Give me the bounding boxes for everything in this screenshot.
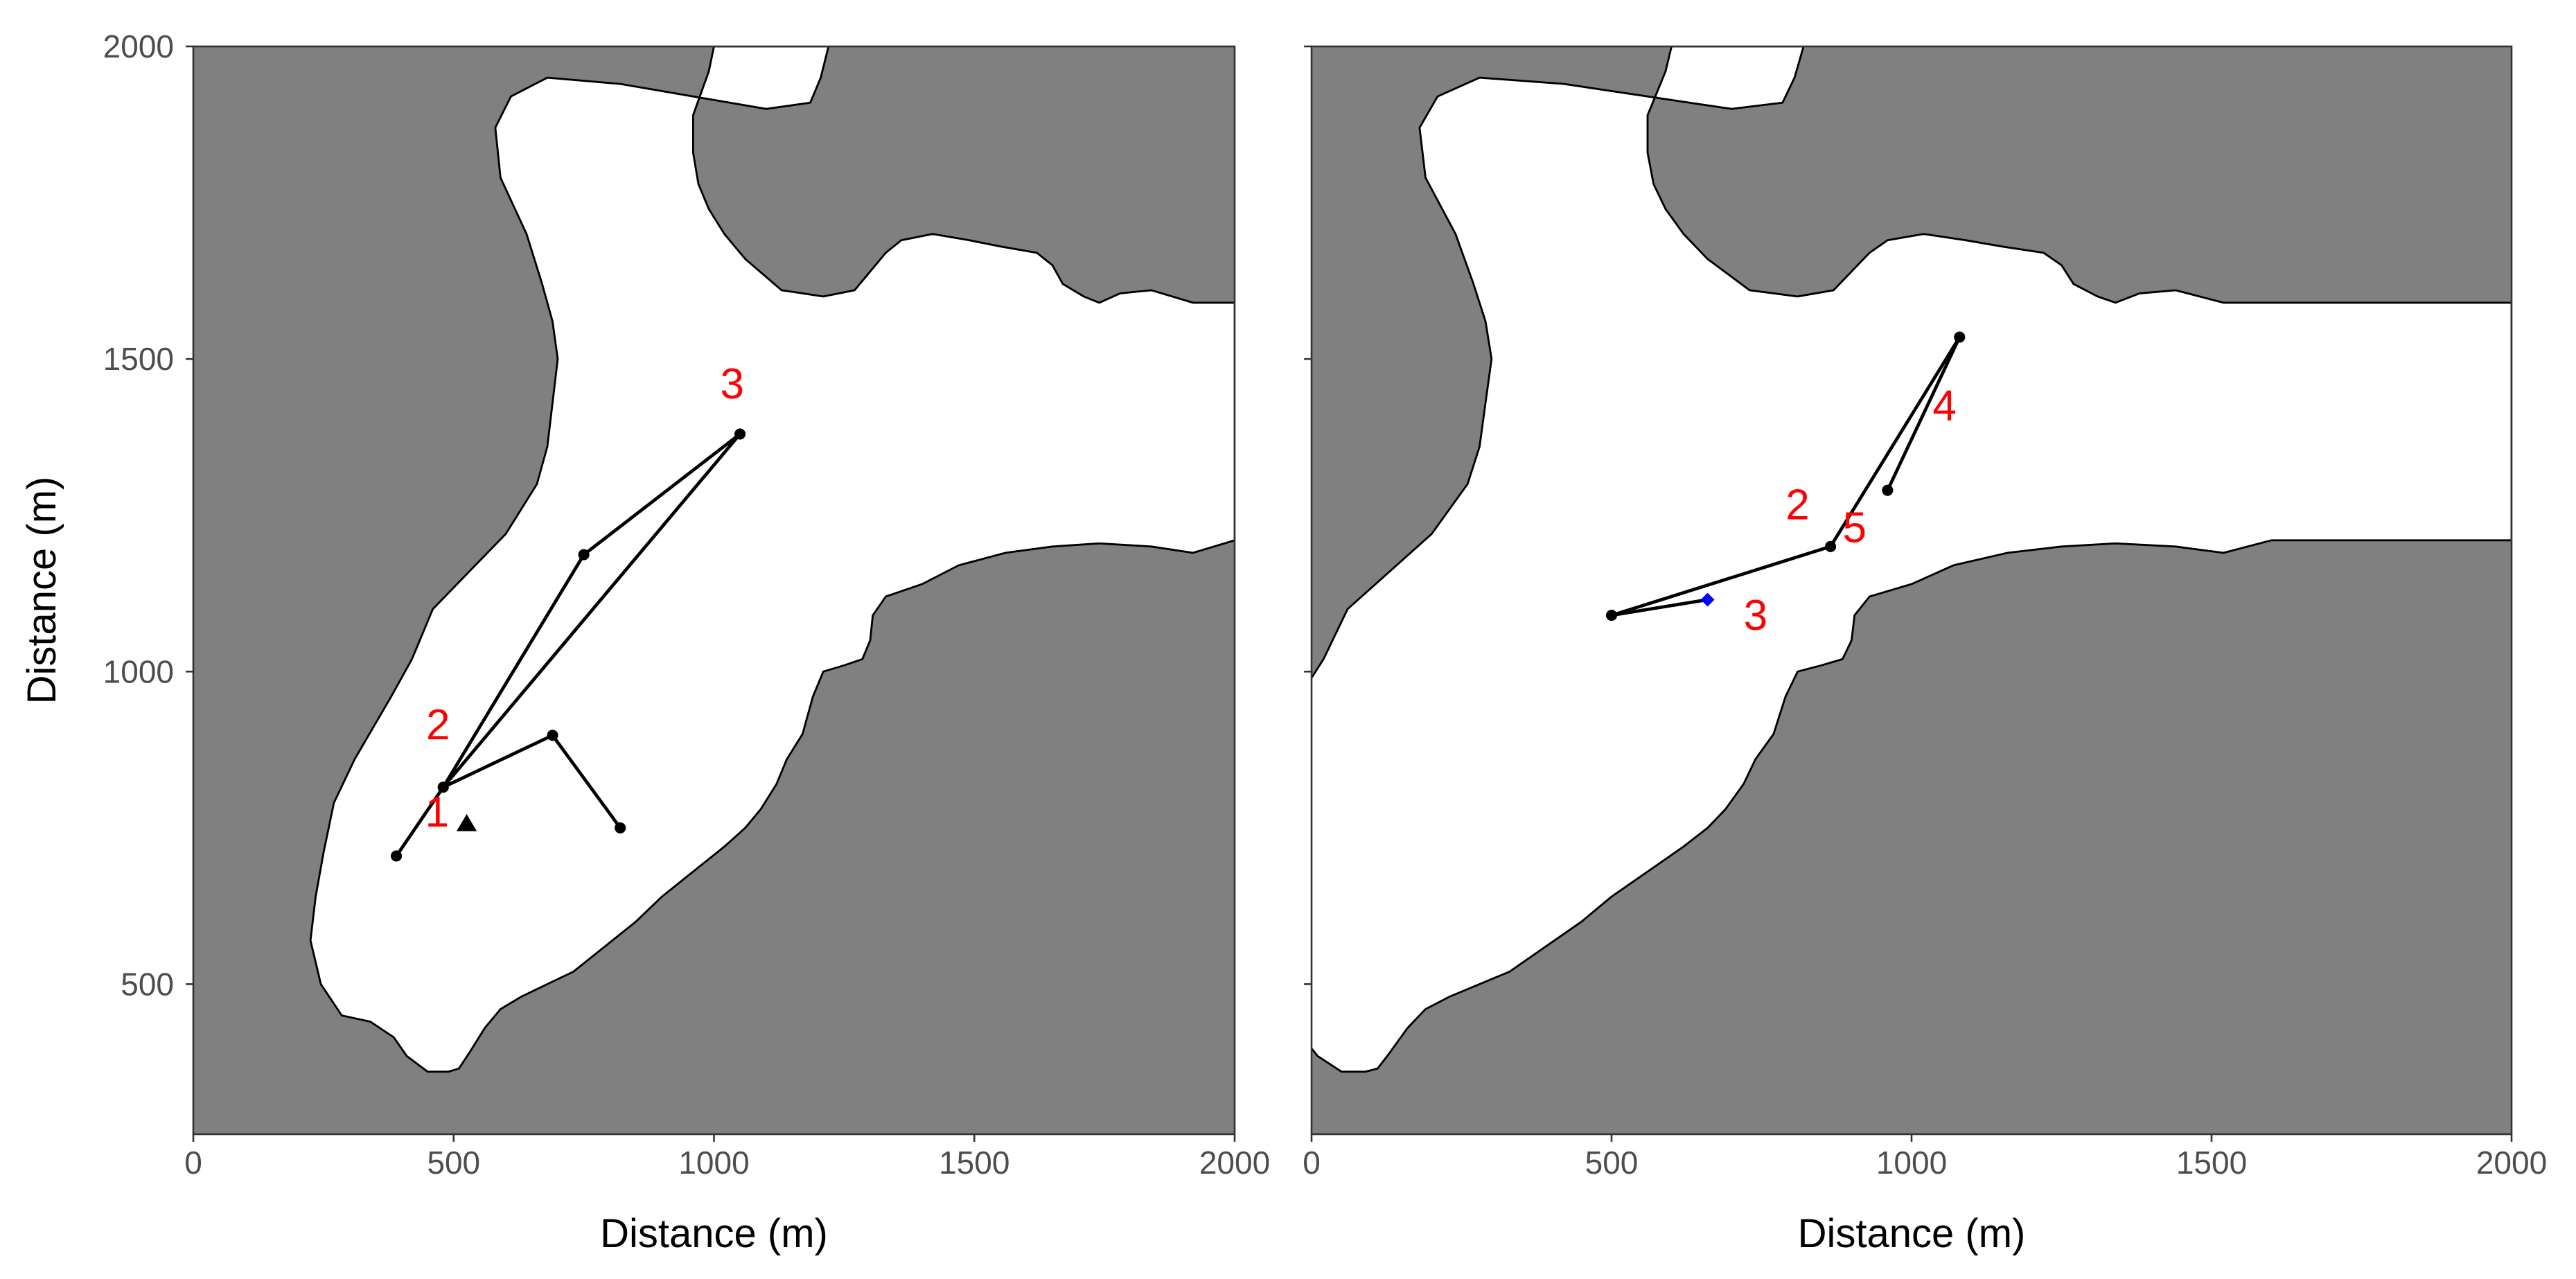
point-label: 1 [425,788,448,836]
point-label: 5 [1842,504,1866,552]
x-tick-label: 0 [1303,1145,1321,1181]
land-area [1312,46,2512,1134]
x-tick-label: 0 [184,1145,202,1181]
track-point [1825,540,1837,552]
diamond-marker [1700,592,1715,607]
track-point [734,428,746,440]
point-label: 2 [1785,481,1809,529]
track-point [615,822,626,833]
shoreline [309,46,1235,1073]
x-axis-title: Distance (m) [1798,1211,2026,1256]
track-point [1954,331,1966,343]
track-point [578,549,590,561]
x-tick-label: 1000 [678,1145,749,1181]
start-triangle-marker [456,813,477,831]
point-label: 3 [1744,592,1767,640]
panel-2: 2 3 4 5 0 500 1000 1500 2000 Distance (m) [1303,45,2547,1256]
track-line [1611,336,1961,617]
y-tick-label: 500 [121,966,174,1002]
y-tick-label: 1000 [103,653,174,689]
y-tick-label: 2000 [103,28,174,64]
panel-1: 1 2 3 0 500 1000 1500 2000 500 1000 1500 2000 Distan… [19,28,1270,1256]
track-point [437,782,449,793]
point-label: 2 [426,701,450,749]
x-tick-label: 2000 [1199,1145,1270,1181]
point-label: 3 [721,360,744,408]
point-label: 4 [1932,382,1956,430]
track-point [1882,484,1894,496]
x-tick-label: 1500 [2176,1145,2247,1181]
x-tick-label: 500 [1585,1145,1639,1181]
x-tick-label: 1500 [939,1145,1009,1181]
track-point [547,730,558,741]
x-tick-label: 2000 [2476,1145,2547,1181]
track-line [395,432,741,857]
track-line-segment [1611,598,1708,617]
y-tick-label: 1500 [103,341,174,377]
land-area [193,46,1235,1134]
x-tick-label: 1000 [1876,1145,1947,1181]
x-tick-label: 500 [427,1145,480,1181]
y-axis-title: Distance (m) [19,477,64,705]
shoreline [1312,46,2512,1073]
x-axis-title: Distance (m) [600,1211,828,1256]
track-point [391,850,403,862]
